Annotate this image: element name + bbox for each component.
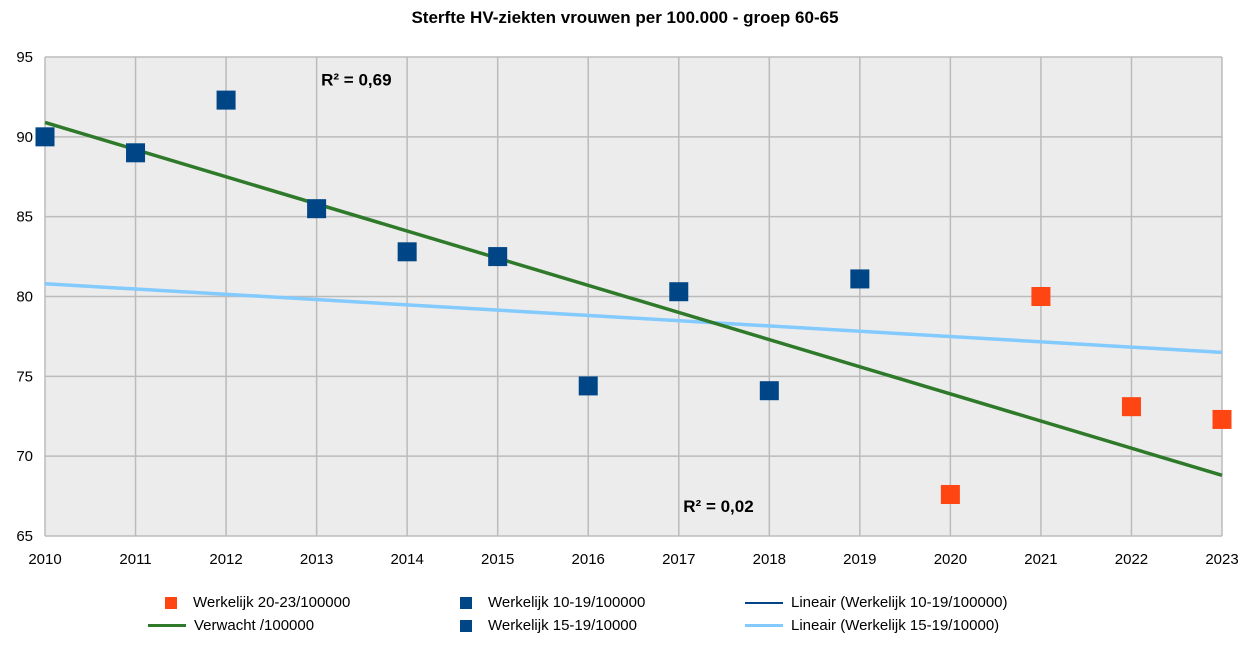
y-tick-label: 95 — [16, 49, 33, 66]
x-tick-label: 2016 — [572, 551, 605, 568]
data-point — [126, 143, 146, 163]
x-tick-label: 2017 — [662, 551, 695, 568]
data-point — [669, 282, 689, 302]
x-tick-label: 2015 — [481, 551, 514, 568]
x-tick-label: 2010 — [28, 551, 61, 568]
data-point — [35, 127, 55, 147]
data-point — [578, 376, 598, 396]
y-tick-label: 70 — [16, 448, 33, 465]
y-tick-label: 65 — [16, 528, 33, 545]
data-point — [1121, 397, 1141, 417]
data-point — [488, 247, 508, 267]
x-tick-label: 2023 — [1205, 551, 1238, 568]
x-tick-label: 2011 — [119, 551, 151, 568]
x-tick-label: 2018 — [753, 551, 786, 568]
trend-line — [44, 281, 1223, 355]
y-tick-label: 75 — [16, 368, 33, 385]
x-tick-label: 2012 — [209, 551, 242, 568]
trend-line — [44, 120, 1223, 478]
y-tick-label: 80 — [16, 289, 33, 306]
y-tick-label: 85 — [16, 209, 33, 226]
data-point — [940, 484, 960, 504]
x-tick-label: 2020 — [934, 551, 967, 568]
tick-labels: 2010 2011 2012 2013 2014 2015 2016 2017 2018 2019… — [16, 49, 1238, 568]
data-point — [1212, 409, 1232, 429]
data-point — [850, 269, 870, 289]
data-points — [35, 90, 1232, 504]
data-point — [216, 90, 236, 110]
y-tick-label: 90 — [16, 129, 33, 146]
data-point — [307, 199, 327, 219]
x-tick-label: 2021 — [1024, 551, 1057, 568]
x-tick-label: 2013 — [300, 551, 333, 568]
trend-lines — [44, 120, 1223, 478]
x-tick-label: 2022 — [1115, 551, 1148, 568]
annotations: R² = 0,69 R² = 0,02 — [321, 71, 754, 516]
data-point — [397, 242, 417, 262]
data-point — [1031, 287, 1051, 306]
data-point — [759, 381, 779, 401]
x-tick-label: 2014 — [390, 551, 423, 568]
r-squared-label: R² = 0,02 — [683, 497, 753, 516]
x-tick-label: 2019 — [843, 551, 876, 568]
r-squared-label: R² = 0,69 — [321, 71, 391, 90]
chart-title: Sterfte HV-ziekten vrouwen per 100.000 -… — [411, 8, 839, 27]
